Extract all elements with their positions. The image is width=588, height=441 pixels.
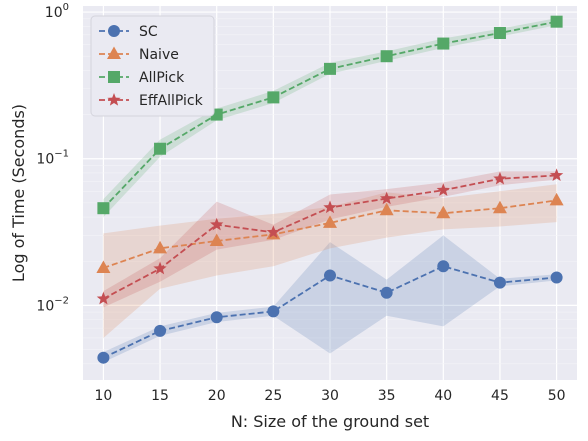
legend-effallpick-label: EffAllPick	[139, 93, 204, 109]
sc-point	[210, 311, 223, 324]
series-markers	[96, 15, 564, 364]
legend-sc-label: SC	[139, 24, 158, 40]
legend-naive-marker	[107, 46, 121, 59]
x-axis-label: N: Size of the ground set	[231, 412, 429, 431]
x-tick-label: 20	[208, 388, 226, 404]
effallpick-point	[379, 191, 394, 205]
naive-point	[323, 215, 337, 228]
allpick-point	[550, 15, 563, 28]
legend-box	[90, 15, 215, 117]
sc-point	[550, 271, 563, 284]
sc-point	[380, 286, 393, 299]
naive-point	[209, 233, 224, 246]
allpick-point	[380, 50, 393, 63]
sc-point	[437, 260, 450, 273]
naive-point	[379, 202, 394, 216]
x-axis-ticks: 10 15 20 25 30 35 40 45 50	[94, 388, 565, 404]
naive-point	[549, 192, 564, 206]
legend-allpick-label: AllPick	[139, 70, 185, 86]
x-tick-label: 25	[264, 388, 282, 404]
sc-point	[324, 269, 336, 282]
effallpick-band	[103, 171, 557, 308]
effallpick-point	[323, 200, 337, 214]
x-tick-label: 50	[548, 388, 566, 404]
allpick-point	[493, 26, 506, 39]
effallpick-point	[266, 225, 281, 238]
legend-sc-marker	[108, 25, 120, 37]
legend-allpick-marker	[108, 71, 120, 83]
legend: SC Naive AllPick EffAllPick	[90, 15, 215, 117]
y-tick-label: 10−1	[36, 149, 69, 168]
x-tick-label: 30	[321, 388, 339, 404]
sc-point	[267, 305, 280, 318]
y-tick-label: 100	[45, 2, 69, 21]
effallpick-point	[493, 171, 507, 185]
legend-effallpick-marker	[107, 93, 121, 106]
x-tick-label: 40	[434, 388, 452, 404]
naive-point	[492, 200, 507, 214]
naive-point	[96, 260, 111, 273]
effallpick-point	[436, 183, 450, 196]
sc-point	[154, 324, 167, 337]
effallpick-point	[96, 291, 111, 305]
allpick-point	[154, 142, 167, 155]
allpick-point	[324, 62, 336, 75]
x-tick-label: 45	[491, 388, 509, 404]
naive-point	[153, 240, 168, 254]
naive-point	[436, 205, 451, 219]
sc-point	[493, 276, 506, 289]
y-axis-ticks: 10−2 10−1 100	[36, 2, 69, 314]
effallpick-point	[549, 168, 564, 182]
allpick-point	[267, 91, 280, 104]
y-axis-label: Log of Time (Seconds)	[9, 104, 28, 282]
x-tick-label: 15	[151, 388, 169, 404]
x-tick-label: 10	[94, 388, 112, 404]
legend-naive-label: Naive	[139, 47, 179, 63]
x-tick-label: 35	[378, 388, 396, 404]
effallpick-point	[210, 217, 224, 231]
allpick-point	[437, 37, 450, 50]
sc-point	[97, 351, 110, 364]
allpick-point	[97, 202, 110, 215]
y-tick-label: 10−2	[36, 295, 69, 314]
effallpick-point	[153, 261, 167, 275]
